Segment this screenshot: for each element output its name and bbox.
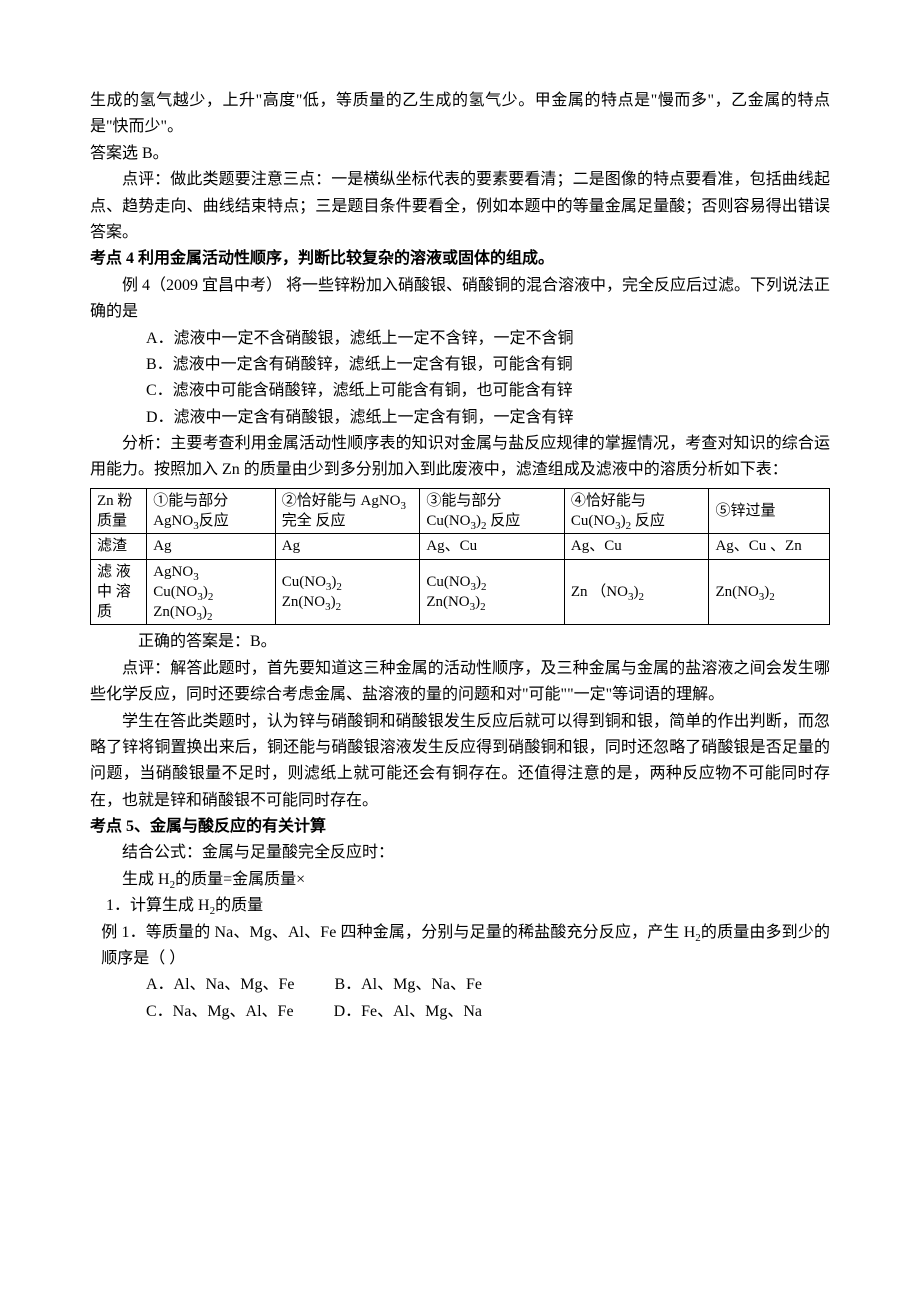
table-cell: Ag、Cu 、Zn [709,534,830,559]
options-row-1: A．Al、Na、Mg、Fe B．Al、Mg、Na、Fe [90,972,830,998]
topic-5-heading: 考点 5、金属与酸反应的有关计算 [90,814,830,840]
option-b: B．滤液中一定含有硝酸锌，滤纸上一定含有银，可能含有铜 [90,352,830,378]
correct-answer: 正确的答案是：B。 [90,629,830,655]
formula: 生成 H2的质量=金属质量× [90,867,830,893]
options-row-2: C．Na、Mg、Al、Fe D．Fe、Al、Mg、Na [90,999,830,1025]
table-row: 滤渣 Ag Ag Ag、Cu Ag、Cu Ag、Cu 、Zn [91,534,830,559]
option-a2: A．Al、Na、Mg、Fe [146,972,294,998]
header-cell: ③能与部分 Cu(NO3)2 反应 [420,488,565,534]
header-cell: ②恰好能与 AgNO3 完全 反应 [275,488,420,534]
header-cell: ①能与部分AgNO3反应 [147,488,276,534]
table-cell: Ag [275,534,420,559]
option-d: D．滤液中一定含有硝酸银，滤纸上一定含有铜，一定含有锌 [90,405,830,431]
table-header-row: Zn 粉 质量 ①能与部分AgNO3反应 ②恰好能与 AgNO3 完全 反应 ③… [91,488,830,534]
commentary-1: 点评：做此类题要注意三点：一是横纵坐标代表的要素要看清；二是图像的特点要看准，包… [90,167,830,246]
analysis-1: 分析：主要考查利用金属活动性顺序表的知识对金属与盐反应规律的掌握情况，考查对知识… [90,431,830,484]
row-head: 滤渣 [91,534,147,559]
header-cell: ④恰好能与 Cu(NO3)2 反应 [564,488,709,534]
table-cell: Ag、Cu [420,534,565,559]
student-note: 学生在答此类题时，认为锌与硝酸铜和硝酸银发生反应后就可以得到铜和银，简单的作出判… [90,709,830,815]
subtopic-1: 1．计算生成 H2的质量 [90,893,830,919]
answer-b: 答案选 B。 [90,141,830,167]
paragraph-1: 生成的氢气越少，上升"高度"低，等质量的乙生成的氢气少。甲金属的特点是"慢而多"… [90,88,830,141]
option-b2: B．Al、Mg、Na、Fe [334,972,482,998]
analysis-table: Zn 粉 质量 ①能与部分AgNO3反应 ②恰好能与 AgNO3 完全 反应 ③… [90,488,830,626]
table-cell: AgNO3Cu(NO3)2Zn(NO3)2 [147,559,276,625]
topic-4-heading: 考点 4 利用金属活动性顺序，判断比较复杂的溶液或固体的组成。 [90,246,830,272]
option-c2: C．Na、Mg、Al、Fe [146,999,294,1025]
table-cell: Zn （NO3)2 [564,559,709,625]
option-a: A．滤液中一定不含硝酸银，滤纸上一定不含锌，一定不含铜 [90,326,830,352]
table-row: 滤 液中 溶质 AgNO3Cu(NO3)2Zn(NO3)2 Cu(NO3)2Zn… [91,559,830,625]
table-cell: Cu(NO3)2Zn(NO3)2 [275,559,420,625]
example-4: 例 4（2009 宜昌中考） 将一些锌粉加入硝酸银、硝酸铜的混合溶液中，完全反应… [90,273,830,326]
table-cell: Ag [147,534,276,559]
row-head: 滤 液中 溶质 [91,559,147,625]
table-cell: Ag、Cu [564,534,709,559]
option-c: C．滤液中可能含硝酸锌，滤纸上可能含有铜，也可能含有锌 [90,378,830,404]
header-cell: Zn 粉 质量 [91,488,147,534]
commentary-2: 点评：解答此题时，首先要知道这三种金属的活动性顺序，及三种金属与金属的盐溶液之间… [90,656,830,709]
example-1-text: 例 1．等质量的 Na、Mg、Al、Fe 四种金属，分别与足量的稀盐酸充分反应，… [101,924,830,967]
formula-intro: 结合公式：金属与足量酸完全反应时： [90,840,830,866]
option-d2: D．Fe、Al、Mg、Na [334,999,482,1025]
example-1: 例 1．等质量的 Na、Mg、Al、Fe 四种金属，分别与足量的稀盐酸充分反应，… [90,920,830,973]
table-cell: Zn(NO3)2 [709,559,830,625]
header-cell: ⑤锌过量 [709,488,830,534]
table-cell: Cu(NO3)2Zn(NO3)2 [420,559,565,625]
